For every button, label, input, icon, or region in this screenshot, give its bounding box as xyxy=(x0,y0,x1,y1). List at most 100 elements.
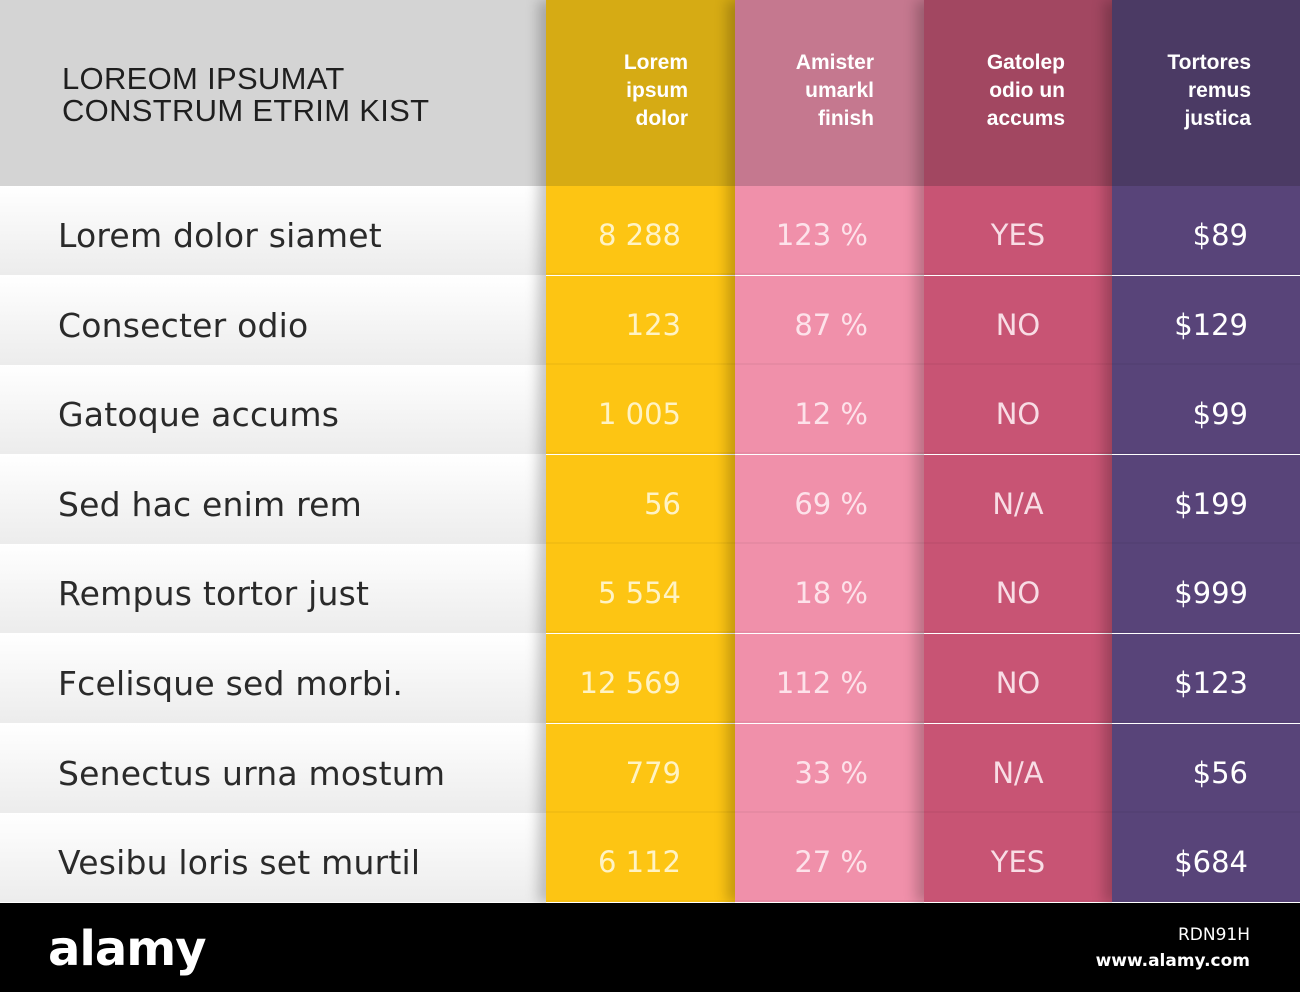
cell-value: 56 xyxy=(644,486,681,521)
table-cell: 12 569 xyxy=(546,634,735,723)
cell-value: 1 005 xyxy=(597,397,681,432)
column-header-line: dolor xyxy=(635,107,689,130)
cell-value: YES xyxy=(990,218,1046,252)
column-2: Amister umarkl finish 123 % 87 % 12 % 69 % 18 %… xyxy=(735,0,924,903)
row-label: Consecter odio xyxy=(0,275,546,365)
column-header-text: Amister umarkl finish xyxy=(796,49,874,133)
row-label: Fcelisque sed morbi. xyxy=(0,634,546,723)
column-header: Tortores remus justica xyxy=(1112,0,1300,186)
table-cell: 69 % xyxy=(735,454,924,544)
table-cell: $684 xyxy=(1112,813,1300,903)
cell-value: N/A xyxy=(992,755,1044,790)
table-cell: N/A xyxy=(924,723,1112,813)
cell-value: $99 xyxy=(1192,397,1248,432)
row-label-text: Gatoque accums xyxy=(58,395,340,435)
column-header-line: Lorem xyxy=(623,51,688,74)
row-label: Gatoque accums xyxy=(0,365,546,455)
row-labels: Lorem dolor siamet Consecter odio Gatoque … xyxy=(0,186,546,903)
cell-value: 12 % xyxy=(794,397,868,432)
comparison-table: LOREOM IPSUMAT CONSTRUM ETRIM KIST Lorem… xyxy=(0,0,1300,903)
cell-value: 123 % xyxy=(775,218,868,252)
title-line-1: LOREOM IPSUMAT xyxy=(62,61,345,96)
table-cell: 8 288 xyxy=(546,186,735,275)
watermark-logo: alamy xyxy=(48,921,207,977)
column-1: Lorem ipsum dolor 8 288 123 1 005 56 5 554 12 56… xyxy=(546,0,735,903)
table-cell: YES xyxy=(924,813,1112,903)
column-body: 8 288 123 1 005 56 5 554 12 569 779 6 112 xyxy=(546,186,735,903)
column-header-text: Lorem ipsum dolor xyxy=(624,49,688,133)
table-cell: NO xyxy=(924,634,1112,723)
cell-value: $123 xyxy=(1174,666,1248,700)
cell-value: $684 xyxy=(1174,845,1248,880)
watermark-url: www.alamy.com xyxy=(1095,951,1250,971)
table-cell: 12 % xyxy=(735,365,924,455)
table-cell: 1 005 xyxy=(546,365,735,455)
table-cell: $123 xyxy=(1112,634,1300,723)
table-cell: 5 554 xyxy=(546,544,735,634)
cell-value: NO xyxy=(995,307,1041,342)
cell-value: YES xyxy=(990,845,1046,880)
column-header: Lorem ipsum dolor xyxy=(546,0,735,186)
table-cell: 56 xyxy=(546,454,735,544)
cell-value: NO xyxy=(995,666,1041,700)
column-4: Tortores remus justica $89 $129 $99 $199 $999 $1… xyxy=(1112,0,1300,903)
table-cell: $199 xyxy=(1112,454,1300,544)
row-label-text: Fcelisque sed morbi. xyxy=(58,664,404,703)
column-body: YES NO NO N/A NO NO N/A YES xyxy=(924,186,1112,903)
table-cell: $99 xyxy=(1112,365,1300,455)
table-cell: N/A xyxy=(924,454,1112,544)
column-header-line: accums xyxy=(986,107,1065,130)
table-cell: 18 % xyxy=(735,544,924,634)
column-header-line: Tortores xyxy=(1167,51,1251,74)
column-header-line: remus xyxy=(1187,79,1251,102)
row-label: Lorem dolor siamet xyxy=(0,186,546,275)
watermark-footer: alamy RDN91H www.alamy.com xyxy=(0,903,1300,992)
table-cell: 6 112 xyxy=(546,813,735,903)
table-cell: 27 % xyxy=(735,813,924,903)
cell-value: 27 % xyxy=(794,845,868,880)
row-label-text: Sed hac enim rem xyxy=(58,484,362,524)
row-label-text: Lorem dolor siamet xyxy=(58,216,382,255)
row-label-text: Vesibu loris set murtil xyxy=(58,843,421,883)
cell-value: 33 % xyxy=(794,755,868,790)
row-label: Rempus tortor just xyxy=(0,544,546,634)
cell-value: NO xyxy=(995,397,1041,432)
cell-value: 112 % xyxy=(775,666,868,700)
cell-value: 123 xyxy=(625,307,681,342)
column-3: Gatolep odio un accums YES NO NO N/A NO NO N/A YES xyxy=(924,0,1112,903)
table-cell: 33 % xyxy=(735,723,924,813)
cell-value: $89 xyxy=(1192,218,1248,252)
column-header-line: Gatolep xyxy=(986,51,1065,74)
column-header: Amister umarkl finish xyxy=(735,0,924,186)
row-label: Sed hac enim rem xyxy=(0,454,546,544)
column-header-line: Amister xyxy=(795,51,874,74)
table-cell: $129 xyxy=(1112,275,1300,365)
column-body: 123 % 87 % 12 % 69 % 18 % 112 % 33 % 27 % xyxy=(735,186,924,903)
column-header: Gatolep odio un accums xyxy=(924,0,1112,186)
table-cell: $89 xyxy=(1112,186,1300,275)
column-header-text: Tortores remus justica xyxy=(1167,49,1251,133)
table-cell: 87 % xyxy=(735,275,924,365)
cell-value: 5 554 xyxy=(597,576,681,611)
cell-value: $56 xyxy=(1192,755,1248,790)
column-body: $89 $129 $99 $199 $999 $123 $56 $684 xyxy=(1112,186,1300,903)
cell-value: $999 xyxy=(1174,576,1248,611)
cell-value: 6 112 xyxy=(597,845,681,880)
cell-value: NO xyxy=(995,576,1041,611)
table-title: LOREOM IPSUMAT CONSTRUM ETRIM KIST xyxy=(0,0,546,186)
table-cell: NO xyxy=(924,275,1112,365)
title-line-2: CONSTRUM ETRIM KIST xyxy=(62,93,430,128)
row-label-text: Consecter odio xyxy=(58,305,309,345)
row-label: Vesibu loris set murtil xyxy=(0,813,546,903)
cell-value: 87 % xyxy=(794,307,868,342)
cell-value: 18 % xyxy=(794,576,868,611)
column-header-line: finish xyxy=(818,107,874,130)
table-cell: YES xyxy=(924,186,1112,275)
cell-value: 69 % xyxy=(794,486,868,521)
column-header-line: justica xyxy=(1184,107,1251,130)
row-label: Senectus urna mostum xyxy=(0,723,546,813)
cell-value: 8 288 xyxy=(597,218,681,252)
row-label-text: Rempus tortor just xyxy=(58,574,370,614)
table-cell: $999 xyxy=(1112,544,1300,634)
table-cell: 123 % xyxy=(735,186,924,275)
